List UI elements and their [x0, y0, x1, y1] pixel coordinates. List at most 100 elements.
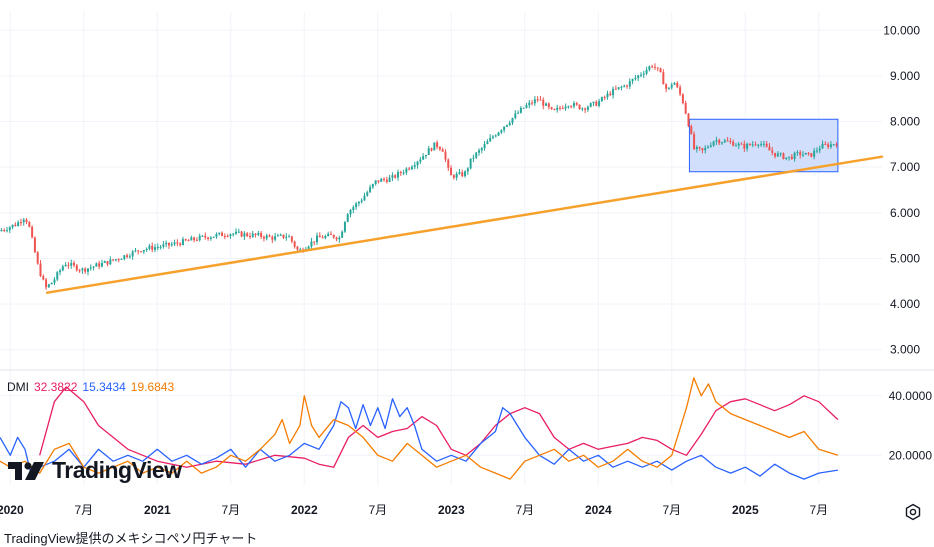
candle-body — [285, 236, 288, 238]
x-tick-label: 2023 — [438, 503, 465, 517]
candle — [237, 228, 240, 234]
candle — [285, 233, 288, 241]
candle-body — [430, 148, 433, 151]
candle-body — [676, 82, 679, 88]
tradingview-logo[interactable]: TradingView — [8, 457, 182, 484]
candle — [271, 235, 274, 244]
candle — [519, 105, 522, 114]
candle-body — [209, 237, 212, 239]
candle — [665, 83, 668, 93]
candle-body — [637, 75, 640, 78]
candle-body — [455, 173, 458, 178]
candle — [584, 107, 587, 114]
candle — [154, 243, 157, 253]
dmi-legend: DMI 32.3822 15.3434 19.6843 — [7, 380, 179, 394]
candle — [151, 242, 154, 253]
candle — [310, 237, 313, 250]
candle-body — [450, 167, 453, 176]
x-tick-label: 7月 — [809, 503, 828, 517]
candle-body — [154, 247, 157, 250]
candle-body — [732, 141, 735, 146]
candle — [422, 153, 425, 160]
candle-body — [355, 203, 358, 208]
candle-body — [360, 200, 363, 202]
candle-body — [106, 261, 109, 265]
candle-body — [369, 187, 372, 193]
price-tick-label: 3.000 — [890, 343, 920, 357]
candle — [282, 234, 285, 240]
chart-settings-button[interactable] — [904, 503, 922, 526]
candle — [324, 234, 327, 240]
candle — [712, 140, 715, 147]
candle — [726, 137, 729, 142]
candle — [229, 233, 232, 239]
candle-body — [109, 259, 112, 265]
grid-lines — [0, 12, 882, 485]
candle — [570, 105, 573, 109]
candle — [631, 78, 634, 85]
candle-body — [651, 66, 654, 68]
candle-body — [134, 250, 137, 252]
candle-body — [438, 147, 441, 150]
candle — [360, 198, 363, 204]
candle-body — [790, 156, 793, 160]
candle-body — [70, 262, 73, 266]
candle — [762, 140, 765, 148]
candle — [539, 95, 542, 101]
candle-body — [56, 272, 59, 280]
candle — [276, 233, 279, 237]
candle-body — [221, 232, 224, 237]
candle-body — [184, 239, 187, 241]
candle-body — [623, 85, 626, 87]
candle — [176, 239, 179, 247]
candle — [466, 167, 469, 175]
candle-body — [561, 108, 564, 110]
candle — [338, 235, 341, 243]
candle — [494, 134, 497, 138]
candle — [316, 232, 319, 245]
candle-body — [734, 145, 737, 147]
candle-body — [391, 175, 394, 178]
candle-body — [494, 135, 497, 137]
candle — [321, 234, 324, 239]
candle — [240, 230, 243, 238]
candle — [341, 230, 344, 238]
candle-body — [517, 112, 520, 114]
candle — [670, 82, 673, 90]
candle — [748, 143, 751, 146]
candle-body — [612, 88, 615, 96]
candle-body — [505, 124, 508, 127]
candle — [363, 192, 366, 201]
candle — [754, 141, 757, 147]
x-tick-label: 2024 — [585, 503, 612, 517]
candle-body — [785, 157, 788, 159]
candles — [0, 63, 838, 290]
candle-body — [673, 82, 676, 85]
candle — [617, 87, 620, 91]
candle — [22, 217, 25, 226]
candle-body — [472, 157, 475, 159]
candle-body — [765, 143, 768, 147]
candle-body — [536, 99, 539, 101]
candle — [11, 224, 14, 230]
candle — [195, 237, 198, 242]
candle-body — [832, 144, 835, 146]
candle — [159, 244, 162, 250]
candle-body — [648, 66, 651, 70]
candle — [718, 138, 721, 146]
candle-body — [293, 241, 296, 247]
candle-body — [193, 237, 196, 240]
candle-body — [338, 237, 341, 240]
candle-body — [743, 143, 746, 149]
candle — [687, 112, 690, 128]
candle — [648, 65, 651, 72]
candle-body — [366, 192, 369, 196]
candle-body — [592, 101, 595, 104]
candle — [751, 141, 754, 148]
candle — [782, 152, 785, 160]
candle-body — [768, 146, 771, 151]
candle-body — [464, 171, 467, 177]
candle-body — [268, 235, 271, 237]
candle-body — [757, 144, 760, 146]
